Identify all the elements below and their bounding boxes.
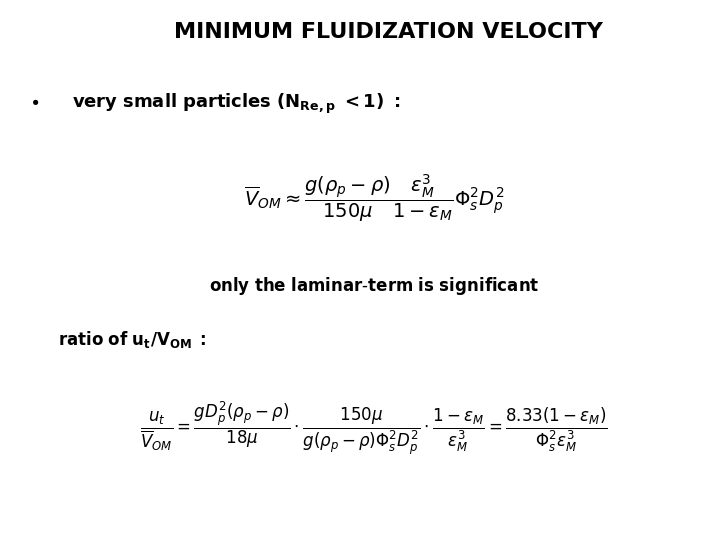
- Text: $\mathbf{very\ small\ particles\ (N_{Re,p}\ <1)\ :}$: $\mathbf{very\ small\ particles\ (N_{Re,…: [72, 92, 400, 116]
- Text: $\mathbf{ratio\ of\ u_t/V_{OM}\ :}$: $\mathbf{ratio\ of\ u_t/V_{OM}\ :}$: [58, 329, 206, 350]
- Text: $\mathbf{only\ the\ laminar\text{-}term\ is\ significant}$: $\mathbf{only\ the\ laminar\text{-}term\…: [210, 275, 539, 298]
- Text: $\dfrac{u_t}{\overline{V}_{OM}} = \dfrac{gD_p^2(\rho_p - \rho)}{18\mu}\cdot \dfr: $\dfrac{u_t}{\overline{V}_{OM}} = \dfrac…: [140, 400, 608, 457]
- Text: $\overline{V}_{OM} \approx \dfrac{g(\rho_p - \rho)}{150\mu} \dfrac{\varepsilon_M: $\overline{V}_{OM} \approx \dfrac{g(\rho…: [244, 173, 505, 224]
- Text: $\bullet$: $\bullet$: [29, 92, 39, 110]
- Text: MINIMUM FLUIDIZATION VELOCITY: MINIMUM FLUIDIZATION VELOCITY: [174, 22, 603, 42]
